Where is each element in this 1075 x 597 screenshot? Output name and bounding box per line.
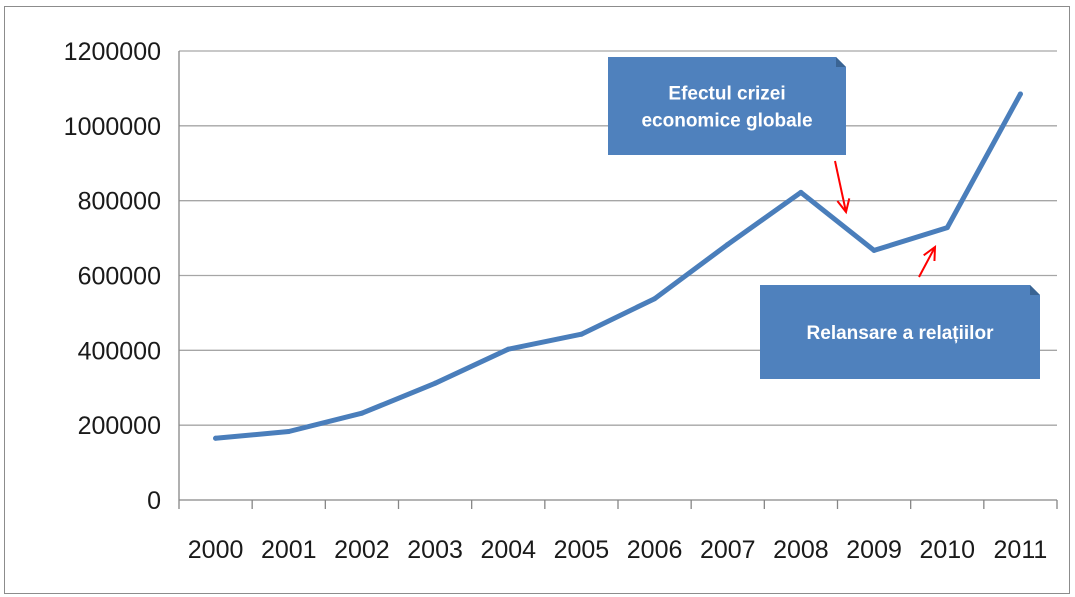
data-point xyxy=(578,331,584,337)
callout-fold xyxy=(836,57,846,67)
data-point xyxy=(432,380,438,386)
data-point xyxy=(725,241,731,247)
y-tick-label: 200000 xyxy=(78,412,161,440)
data-point xyxy=(359,410,365,416)
x-tick-label: 2009 xyxy=(846,536,902,564)
x-tick-label: 2001 xyxy=(261,536,317,564)
x-tick-label: 2002 xyxy=(334,536,390,564)
x-tick-label: 2000 xyxy=(188,536,244,564)
x-tick-label: 2010 xyxy=(919,536,975,564)
y-tick-label: 400000 xyxy=(78,337,161,365)
annotations-layer: Efectul crizei economice globale Relansare… xyxy=(608,57,1040,379)
data-point xyxy=(213,435,219,441)
data-point xyxy=(944,225,950,231)
series-line xyxy=(213,91,1023,441)
arrow-crisis xyxy=(834,160,851,215)
arrow-head xyxy=(923,244,937,262)
x-tick-label: 2005 xyxy=(554,536,610,564)
line-chart: 020000040000060000080000010000001200000 … xyxy=(64,38,1058,564)
arrow-shaft xyxy=(918,246,936,278)
callout-text: Efectul crizei xyxy=(668,84,785,105)
data-point xyxy=(652,296,658,302)
x-tick-label: 2007 xyxy=(700,536,756,564)
y-axis: 0 200000 400000 600000 800000 1000000 1200000 xyxy=(64,38,180,515)
x-tick-label: 2003 xyxy=(407,536,463,564)
y-tick-label: 0 xyxy=(147,487,161,515)
series-layer xyxy=(213,91,1023,441)
data-point xyxy=(798,189,804,195)
y-tick-label: 800000 xyxy=(78,188,161,216)
callout-text: Relansare a relațiilor xyxy=(807,323,995,344)
arrow-recovery xyxy=(918,244,937,278)
arrow-shaft xyxy=(834,160,847,213)
callout-fold xyxy=(1030,285,1040,295)
chart-frame: 0 200000 400000 600000 800000 1000000 1200000 … xyxy=(4,6,1070,594)
arrow-head xyxy=(836,198,851,215)
data-point xyxy=(1017,91,1023,97)
y-tick-label: 1200000 xyxy=(64,38,161,66)
x-tick-label: 2006 xyxy=(627,536,683,564)
callout-text: economice globale xyxy=(641,111,812,132)
y-tick-label: 1000000 xyxy=(64,113,161,141)
callout-recovery: Relansare a relațiilor xyxy=(760,285,1040,379)
callout-box xyxy=(608,57,846,155)
x-axis: 2000 2001 2002 2003 2004 2005 2006 2007 2008 2009… xyxy=(178,499,1058,564)
x-tick-label: 2008 xyxy=(773,536,829,564)
data-point xyxy=(286,429,292,435)
x-tick-label: 2011 xyxy=(994,536,1048,564)
data-point xyxy=(871,247,877,253)
callout-box xyxy=(760,285,1040,379)
data-point xyxy=(505,346,511,352)
callout-crisis: Efectul crizei economice globale xyxy=(608,57,846,155)
y-tick-label: 600000 xyxy=(78,263,161,291)
x-tick-label: 2004 xyxy=(480,536,536,564)
